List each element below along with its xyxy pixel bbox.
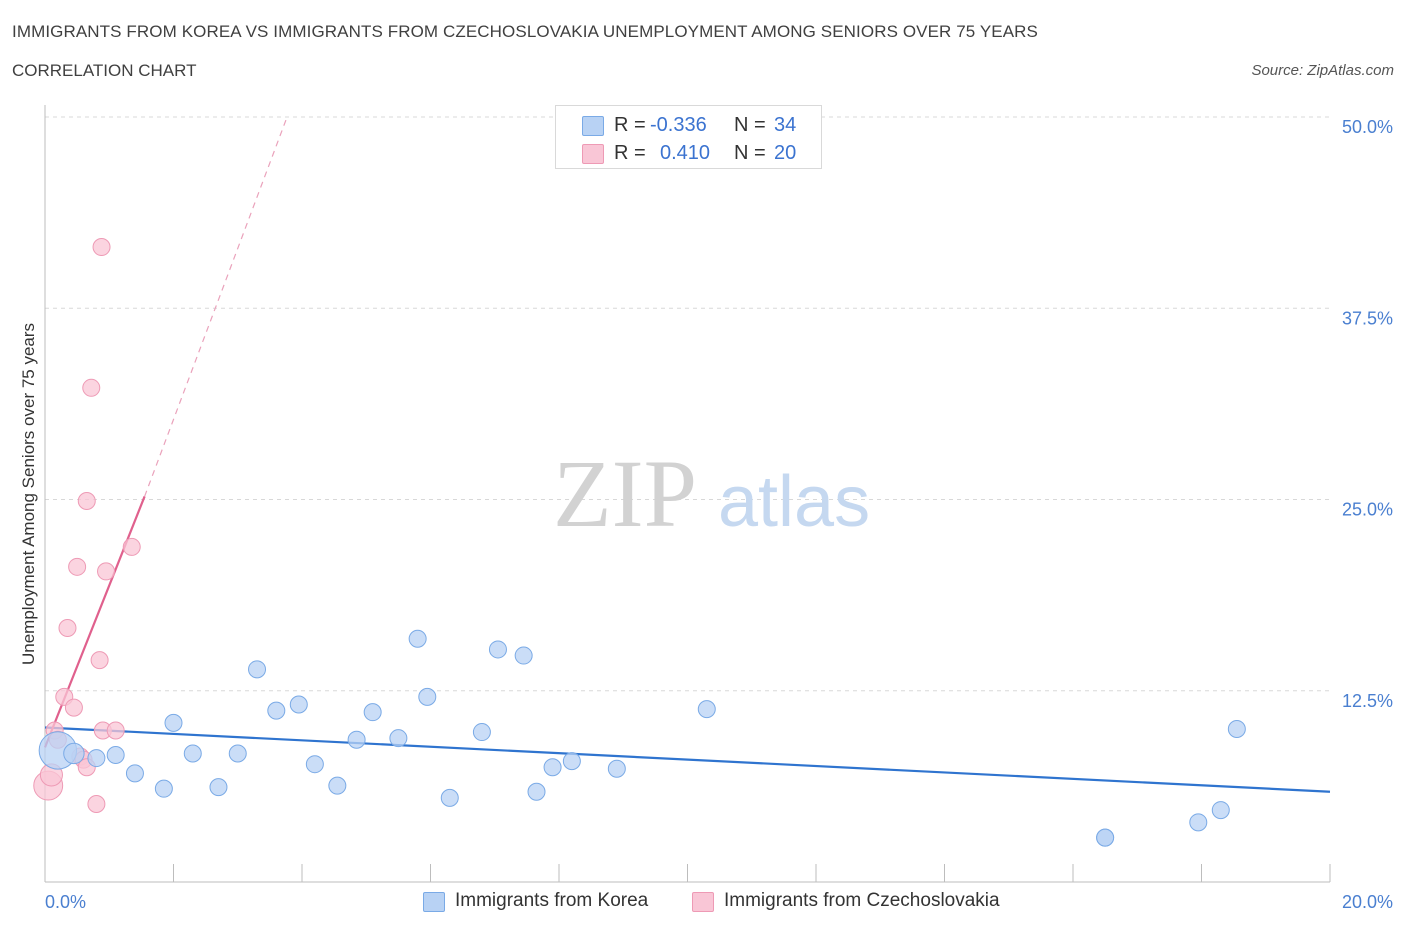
korea-point — [125, 764, 144, 783]
czech-swatch — [582, 144, 604, 164]
x-tick-label-min: 0.0% — [45, 892, 86, 912]
n-label: N = — [734, 142, 766, 164]
n-label: N = — [734, 114, 766, 136]
y-tick-label: 25.0% — [1342, 500, 1393, 520]
korea-point — [1211, 801, 1230, 820]
czech-point — [82, 378, 101, 397]
tick-labels: 12.5% 25.0% 37.5% 50.0% 0.0% 20.0% — [45, 117, 1393, 912]
korea-point — [106, 746, 125, 765]
data-points — [33, 238, 1246, 847]
czech-point — [87, 794, 106, 813]
watermark-zip: ZIP — [553, 440, 697, 547]
korea-n-value: 34 — [774, 114, 797, 136]
trendlines — [43, 119, 1331, 793]
korea-r-value: -0.336 — [650, 114, 707, 136]
chart-title: IMMIGRANTS FROM KOREA VS IMMIGRANTS FROM… — [12, 22, 1038, 41]
korea-point — [418, 687, 437, 706]
korea-point — [1096, 828, 1115, 847]
korea-point — [347, 730, 366, 749]
watermark-atlas: atlas — [718, 462, 870, 542]
czech-point — [64, 698, 83, 717]
x-tick-label-max: 20.0% — [1342, 892, 1393, 912]
korea-point — [408, 629, 427, 648]
korea-point — [514, 646, 533, 665]
czech-point — [106, 721, 125, 740]
czech-legend-label: Immigrants from Czechoslovakia — [724, 890, 1000, 911]
korea-point — [1227, 720, 1246, 738]
chart-subtitle: CORRELATION CHART — [12, 61, 197, 80]
korea-point — [472, 723, 491, 742]
korea-point — [488, 640, 507, 659]
korea-point — [267, 701, 286, 720]
czech-r-value: 0.410 — [660, 142, 711, 164]
korea-point — [389, 729, 408, 748]
korea-point — [63, 742, 85, 765]
trendline-czech — [43, 496, 146, 748]
korea-point — [607, 759, 626, 778]
korea-point — [363, 703, 382, 722]
czech-point — [92, 238, 111, 257]
korea-point — [183, 744, 202, 763]
korea-point — [164, 713, 183, 732]
czech-point — [68, 557, 87, 576]
czech-point — [97, 562, 116, 581]
korea-point — [154, 779, 173, 798]
czech-legend-swatch — [692, 892, 714, 912]
korea-point — [562, 752, 581, 771]
czech-point — [58, 619, 77, 638]
korea-legend-label: Immigrants from Korea — [455, 890, 649, 911]
korea-point — [248, 660, 267, 679]
y-tick-label: 12.5% — [1342, 691, 1393, 711]
korea-point — [289, 695, 308, 714]
source-credit: Source: ZipAtlas.com — [1251, 62, 1394, 79]
watermark: ZIP atlas — [553, 440, 870, 547]
korea-point — [440, 788, 459, 807]
korea-point — [1189, 813, 1208, 832]
y-tick-label: 50.0% — [1342, 117, 1393, 137]
korea-point — [209, 778, 228, 797]
trendline-czech-extension — [144, 119, 287, 497]
korea-point — [697, 700, 716, 719]
czech-n-value: 20 — [774, 142, 797, 164]
y-axis-label: Unemployment Among Seniors over 75 years — [19, 323, 38, 665]
gridlines — [45, 116, 1330, 692]
stats-legend: R = -0.336 N = 34 R = 0.410 N = 20 — [555, 105, 822, 169]
korea-point — [87, 749, 106, 768]
czech-point — [90, 651, 109, 670]
r-label: R = — [614, 142, 646, 164]
y-tick-label: 37.5% — [1342, 308, 1393, 328]
czech-point — [122, 537, 141, 556]
r-label: R = — [614, 114, 646, 136]
trendline-korea — [44, 726, 1331, 793]
korea-swatch — [582, 116, 604, 136]
korea-point — [328, 776, 347, 795]
korea-point — [543, 758, 562, 777]
korea-point — [305, 755, 324, 774]
korea-point — [228, 744, 247, 763]
korea-legend-swatch — [423, 892, 445, 912]
korea-point — [527, 782, 546, 801]
czech-point — [77, 492, 96, 511]
